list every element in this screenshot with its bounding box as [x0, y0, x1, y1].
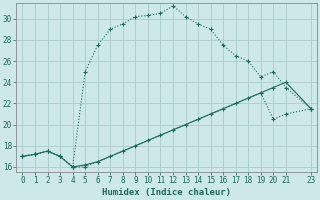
X-axis label: Humidex (Indice chaleur): Humidex (Indice chaleur) [102, 188, 231, 197]
